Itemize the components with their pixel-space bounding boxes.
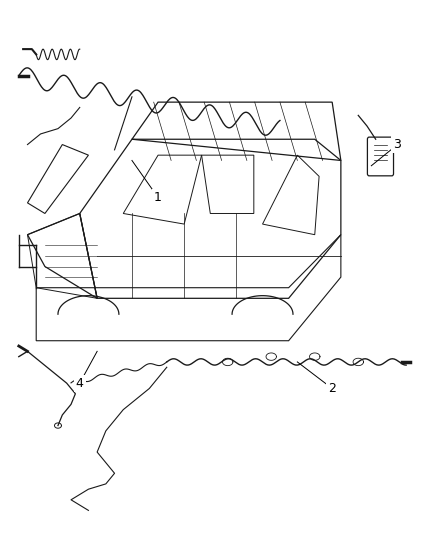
Text: 1: 1 bbox=[154, 191, 162, 204]
Text: 2: 2 bbox=[328, 382, 336, 395]
Text: 4: 4 bbox=[76, 377, 84, 390]
Text: 3: 3 bbox=[393, 138, 401, 151]
